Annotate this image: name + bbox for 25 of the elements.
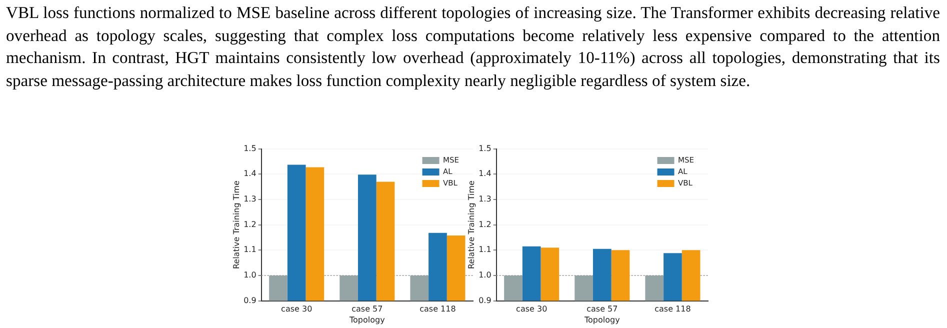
y-tick-label: 1.2 bbox=[478, 220, 492, 229]
y-tick-label: 1.3 bbox=[244, 194, 256, 204]
text: VBL loss functions normalized to MSE baseline across different topologies of increasing size. The Transformer exhibits decreasing relative overhead as topology scales, suggesting that complex loss computations become relatively less expensive compared to the attention mechanism. In contrast, HGT maintains consistently low overhead (approximately 10-11%) across all topologies, demonstrating that its sparse message-passing architecture makes loss function complexity nearly negligible regardless of system size. bbox=[6, 2, 940, 92]
y-tick-label: 1.5 bbox=[478, 144, 492, 153]
y-tick-label: 1.1 bbox=[244, 245, 256, 254]
x-tick-label: case 57 bbox=[352, 304, 383, 314]
x-tick-label: case 57 bbox=[586, 304, 618, 314]
y-tick-label: 1.0 bbox=[478, 270, 492, 280]
x-tick-label: case 30 bbox=[281, 304, 312, 314]
x-axis-title: Topology bbox=[348, 315, 386, 324]
y-axis-title: Relative Training Time bbox=[232, 180, 241, 270]
y-tick-label: 0.9 bbox=[244, 296, 256, 305]
y-tick-label: 1.3 bbox=[478, 194, 492, 204]
x-axis-title: Topology bbox=[583, 315, 620, 324]
x-tick-label: case 118 bbox=[420, 304, 456, 314]
y-tick-label: 1.0 bbox=[244, 270, 256, 280]
y-tick-label: 1.2 bbox=[244, 220, 256, 229]
y-tick-label: 1.4 bbox=[244, 169, 256, 178]
y-axis-title: Relative Training Time bbox=[466, 180, 476, 270]
x-tick-label: case 118 bbox=[654, 304, 691, 314]
y-tick-label: 1.4 bbox=[478, 169, 492, 178]
x-tick-label: case 30 bbox=[516, 304, 548, 314]
y-tick-label: 1.5 bbox=[244, 144, 256, 153]
y-tick-label: 1.1 bbox=[478, 245, 492, 254]
y-tick-label: 0.9 bbox=[478, 296, 492, 305]
